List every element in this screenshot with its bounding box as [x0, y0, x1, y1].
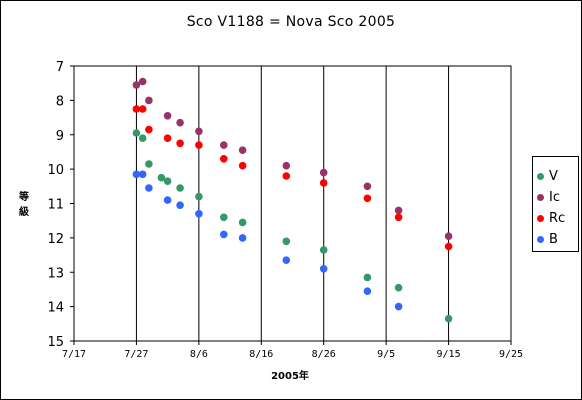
legend: V Ic Rc B [532, 156, 579, 252]
data-point-v [238, 218, 247, 227]
legend-item-b: B [537, 230, 558, 248]
y-tick-label: 9 [56, 129, 64, 144]
x-tick-label: 9/15 [437, 349, 461, 360]
y-tick-label: 11 [47, 198, 64, 213]
data-point-rc [394, 213, 403, 222]
data-point-b [145, 184, 153, 192]
data-point-rc [145, 125, 153, 134]
data-point-v [363, 273, 372, 282]
data-point-v [176, 184, 184, 192]
data-point-ic [132, 81, 141, 89]
data-point-ic [444, 232, 453, 240]
data-point-v [319, 246, 328, 254]
y-tick-label: 10 [47, 163, 64, 178]
legend-label: Ic [549, 189, 560, 205]
x-tick-label: 8/16 [249, 349, 273, 360]
data-point-b [138, 170, 147, 179]
legend-item-rc: Rc [537, 209, 565, 227]
legend-label: B [549, 231, 558, 247]
data-point-rc [238, 161, 247, 170]
data-point-rc [444, 242, 453, 251]
data-point-b [394, 302, 403, 311]
x-axis-label: 2005年 [271, 371, 309, 382]
data-point-ic [176, 118, 184, 127]
data-point-ic [282, 161, 291, 170]
data-point-v [394, 283, 403, 292]
data-point-rc [138, 105, 147, 113]
data-point-b [282, 256, 291, 265]
data-point-ic [220, 141, 228, 149]
data-point-ic [195, 127, 203, 136]
data-point-ic [138, 77, 147, 86]
y-tick-label: 8 [56, 94, 64, 109]
data-point-rc [282, 172, 291, 180]
legend-marker [537, 172, 544, 180]
data-point-ic [363, 182, 372, 191]
data-point-b [238, 234, 247, 242]
data-point-v [282, 237, 291, 246]
data-point-rc [220, 155, 228, 163]
x-tick-label: 9/25 [499, 349, 523, 360]
chart-title: Sco V1188 = Nova Sco 2005 [186, 14, 396, 30]
data-point-rc [176, 139, 184, 148]
data-point-rc [132, 105, 141, 113]
data-point-b [363, 287, 372, 296]
legend-item-v: V [537, 167, 558, 185]
data-point-v [444, 314, 453, 323]
x-tick-label: 7/17 [62, 349, 86, 360]
y-tick-label: 15 [47, 335, 64, 350]
data-point-ic [394, 206, 403, 215]
data-point-v [138, 134, 147, 142]
y-tick-label: 7 [56, 60, 64, 75]
y-axis-label: 等級 [19, 192, 29, 218]
legend-marker [537, 193, 544, 201]
data-point-v [195, 192, 203, 201]
x-tick-label: 7/27 [124, 349, 148, 360]
data-point-ic [319, 168, 328, 177]
data-point-b [132, 170, 141, 179]
legend-label: V [549, 168, 558, 184]
data-point-rc [363, 194, 372, 203]
data-point-b [163, 196, 172, 204]
data-point-rc [319, 179, 328, 187]
data-point-v [145, 160, 153, 168]
data-point-rc [163, 134, 172, 142]
legend-item-ic: Ic [537, 188, 560, 206]
legend-marker [537, 235, 544, 243]
data-point-b [220, 230, 228, 239]
data-point-ic [163, 112, 172, 120]
data-point-v [220, 213, 228, 222]
y-tick-label: 12 [47, 232, 64, 247]
data-point-b [195, 210, 203, 218]
y-tick-label: 14 [47, 301, 64, 316]
data-point-b [319, 265, 328, 273]
data-point-v [163, 177, 172, 185]
data-point-ic [145, 96, 153, 105]
x-tick-label: 9/5 [377, 349, 395, 360]
x-tick-label: 8/6 [190, 349, 208, 360]
data-point-b [176, 201, 184, 209]
data-point-ic [238, 146, 247, 154]
data-point-v [157, 173, 166, 182]
data-point-v [132, 129, 141, 137]
x-tick-label: 8/26 [312, 349, 336, 360]
legend-label: Rc [549, 210, 566, 226]
data-point-rc [195, 141, 203, 149]
legend-marker [537, 214, 544, 222]
y-tick-label: 13 [47, 266, 64, 281]
